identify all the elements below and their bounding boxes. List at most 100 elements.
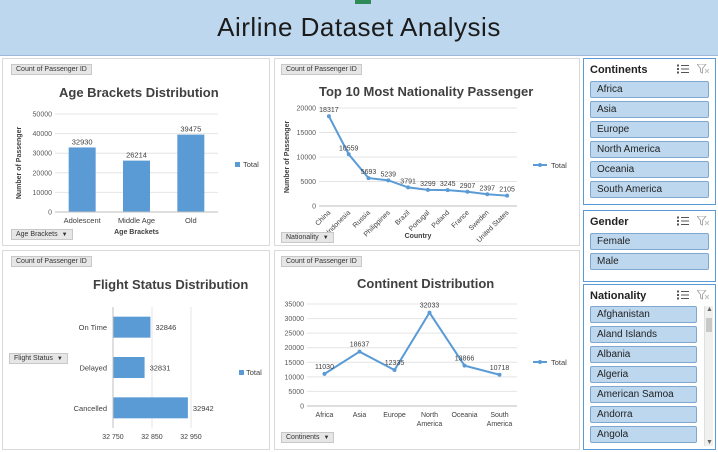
data-label: 32930 bbox=[72, 137, 93, 146]
flight-field-label: Count of Passenger ID bbox=[16, 258, 87, 265]
dropdown-arrow-icon: ▼ bbox=[56, 356, 63, 362]
clear-filter-icon[interactable] bbox=[697, 290, 709, 300]
continent-field-button[interactable]: Count of Passenger ID bbox=[281, 256, 362, 267]
slicer-item-europe[interactable]: Europe bbox=[590, 121, 709, 138]
y-tick-label: Delayed bbox=[79, 364, 107, 373]
point-indonesia bbox=[346, 152, 351, 157]
slicer-item-afghanistan[interactable]: Afghanistan bbox=[590, 306, 697, 323]
x-tick-label: 32 850 bbox=[141, 434, 163, 441]
flight-field-button[interactable]: Count of Passenger ID bbox=[11, 256, 92, 267]
continent-chart-title: Continent Distribution bbox=[357, 276, 495, 291]
y-tick-label: 5000 bbox=[300, 179, 316, 186]
nationality-filter-button[interactable]: Nationality ▼ bbox=[281, 232, 334, 243]
slicer-item-asia[interactable]: Asia bbox=[590, 101, 709, 118]
data-label: 39475 bbox=[180, 125, 201, 134]
series-line-total bbox=[328, 115, 508, 197]
y-axis-title: Number of Passenger bbox=[284, 121, 291, 194]
data-label: 2397 bbox=[480, 185, 496, 192]
x-tick-label: Old bbox=[185, 216, 197, 225]
slicer-item-female[interactable]: Female bbox=[590, 233, 709, 250]
age-filter-button[interactable]: Age Brackets ▼ bbox=[11, 229, 73, 240]
age-chart-title: Age Brackets Distribution bbox=[59, 85, 219, 100]
scroll-down-icon[interactable]: ▼ bbox=[706, 439, 713, 446]
gender-slicer[interactable]: Gender Female Male bbox=[583, 210, 716, 282]
slicer-item-andorra[interactable]: Andorra bbox=[590, 406, 697, 423]
legend-marker-dot bbox=[538, 360, 542, 364]
nationality-field-label: Count of Passenger ID bbox=[286, 66, 357, 73]
continent-chart-panel[interactable]: Count of Passenger ID Continent Distribu… bbox=[274, 250, 580, 450]
slicer-item-albania[interactable]: Albania bbox=[590, 346, 697, 363]
legend-label: Total bbox=[551, 358, 567, 367]
dashboard-title-bar: Airline Dataset Analysis bbox=[0, 0, 718, 56]
nationality-slicer[interactable]: Nationality Afghanistan Aland Islands Al… bbox=[583, 284, 716, 450]
multi-select-icon[interactable] bbox=[677, 64, 689, 74]
y-tick-label: 15000 bbox=[297, 130, 317, 137]
data-label: 5693 bbox=[361, 169, 377, 176]
nationality-slicer-scrollbar[interactable]: ▲ ▼ bbox=[704, 306, 713, 446]
data-label: 13866 bbox=[455, 356, 475, 363]
continents-slicer-title: Continents bbox=[590, 64, 648, 76]
clear-filter-icon[interactable] bbox=[697, 216, 709, 226]
bar-on-time bbox=[113, 316, 151, 338]
slicer-item-male[interactable]: Male bbox=[590, 253, 709, 270]
age-chart-panel[interactable]: Count of Passenger ID Age Brackets Distr… bbox=[2, 58, 270, 246]
data-label: 3245 bbox=[440, 181, 456, 188]
legend-marker bbox=[239, 370, 244, 375]
continent-filter-button[interactable]: Continents ▼ bbox=[281, 432, 335, 443]
continents-slicer[interactable]: Continents Africa Asia Europe North Amer… bbox=[583, 58, 716, 205]
y-tick-label: 10000 bbox=[285, 374, 305, 381]
point-brazil bbox=[406, 185, 411, 190]
x-tick-label: Africa bbox=[316, 412, 334, 419]
age-field-button[interactable]: Count of Passenger ID bbox=[11, 64, 92, 75]
continent-field-label: Count of Passenger ID bbox=[286, 258, 357, 265]
slicer-item-oceania[interactable]: Oceania bbox=[590, 161, 709, 178]
nationality-chart-panel[interactable]: Count of Passenger ID Top 10 Most Nation… bbox=[274, 58, 580, 246]
nationality-slicer-title: Nationality bbox=[590, 290, 647, 302]
series-line-total bbox=[323, 310, 500, 376]
dropdown-arrow-icon: ▼ bbox=[61, 232, 68, 238]
x-tick-label: 32 750 bbox=[102, 434, 124, 441]
dropdown-arrow-icon: ▼ bbox=[323, 435, 330, 441]
x-tick-label: South America bbox=[487, 412, 513, 428]
y-tick-label: 20000 bbox=[297, 106, 317, 113]
scroll-thumb[interactable] bbox=[706, 318, 712, 332]
point-philippines bbox=[386, 178, 391, 183]
slicer-item-angola[interactable]: Angola bbox=[590, 426, 697, 443]
slicer-item-south-america[interactable]: South America bbox=[590, 181, 709, 198]
data-label: 32831 bbox=[150, 364, 171, 373]
nationality-field-button[interactable]: Count of Passenger ID bbox=[281, 64, 362, 75]
slicer-item-algeria[interactable]: Algeria bbox=[590, 366, 697, 383]
y-tick-label: 25000 bbox=[285, 331, 305, 338]
slicer-item-aland-islands[interactable]: Aland Islands bbox=[590, 326, 697, 343]
data-label: 2105 bbox=[499, 187, 515, 194]
multi-select-icon[interactable] bbox=[677, 290, 689, 300]
bar-old bbox=[177, 134, 205, 212]
clear-filter-icon[interactable] bbox=[697, 64, 709, 74]
slicer-item-north-america[interactable]: North America bbox=[590, 141, 709, 158]
age-filter-label: Age Brackets bbox=[16, 231, 58, 238]
y-tick-label: 20000 bbox=[285, 345, 305, 352]
x-tick-label: Europe bbox=[383, 412, 406, 419]
y-tick-label: 0 bbox=[48, 210, 52, 217]
flight-chart-panel[interactable]: Count of Passenger ID Flight Status Dist… bbox=[2, 250, 270, 450]
point-portugal bbox=[425, 187, 430, 192]
scroll-up-icon[interactable]: ▲ bbox=[706, 306, 713, 313]
data-label: 32942 bbox=[193, 404, 214, 413]
point-france bbox=[465, 189, 470, 194]
data-label: 2907 bbox=[460, 183, 476, 190]
multi-select-icon[interactable] bbox=[677, 216, 689, 226]
y-tick-label: 35000 bbox=[285, 302, 305, 309]
gender-slicer-title: Gender bbox=[590, 216, 629, 228]
y-tick-label: 5000 bbox=[288, 389, 304, 396]
flight-filter-button[interactable]: Flight Status ▼ bbox=[9, 353, 68, 364]
x-tick-label: Oceania bbox=[451, 412, 477, 419]
legend-label: Total bbox=[243, 160, 259, 169]
y-tick-label: Cancelled bbox=[74, 404, 107, 413]
point-china bbox=[326, 114, 331, 119]
bar-middle-age bbox=[123, 160, 150, 212]
bar-delayed bbox=[113, 357, 145, 378]
legend-marker bbox=[235, 162, 240, 167]
slicer-item-american-samoa[interactable]: American Samoa bbox=[590, 386, 697, 403]
slicer-item-africa[interactable]: Africa bbox=[590, 81, 709, 98]
